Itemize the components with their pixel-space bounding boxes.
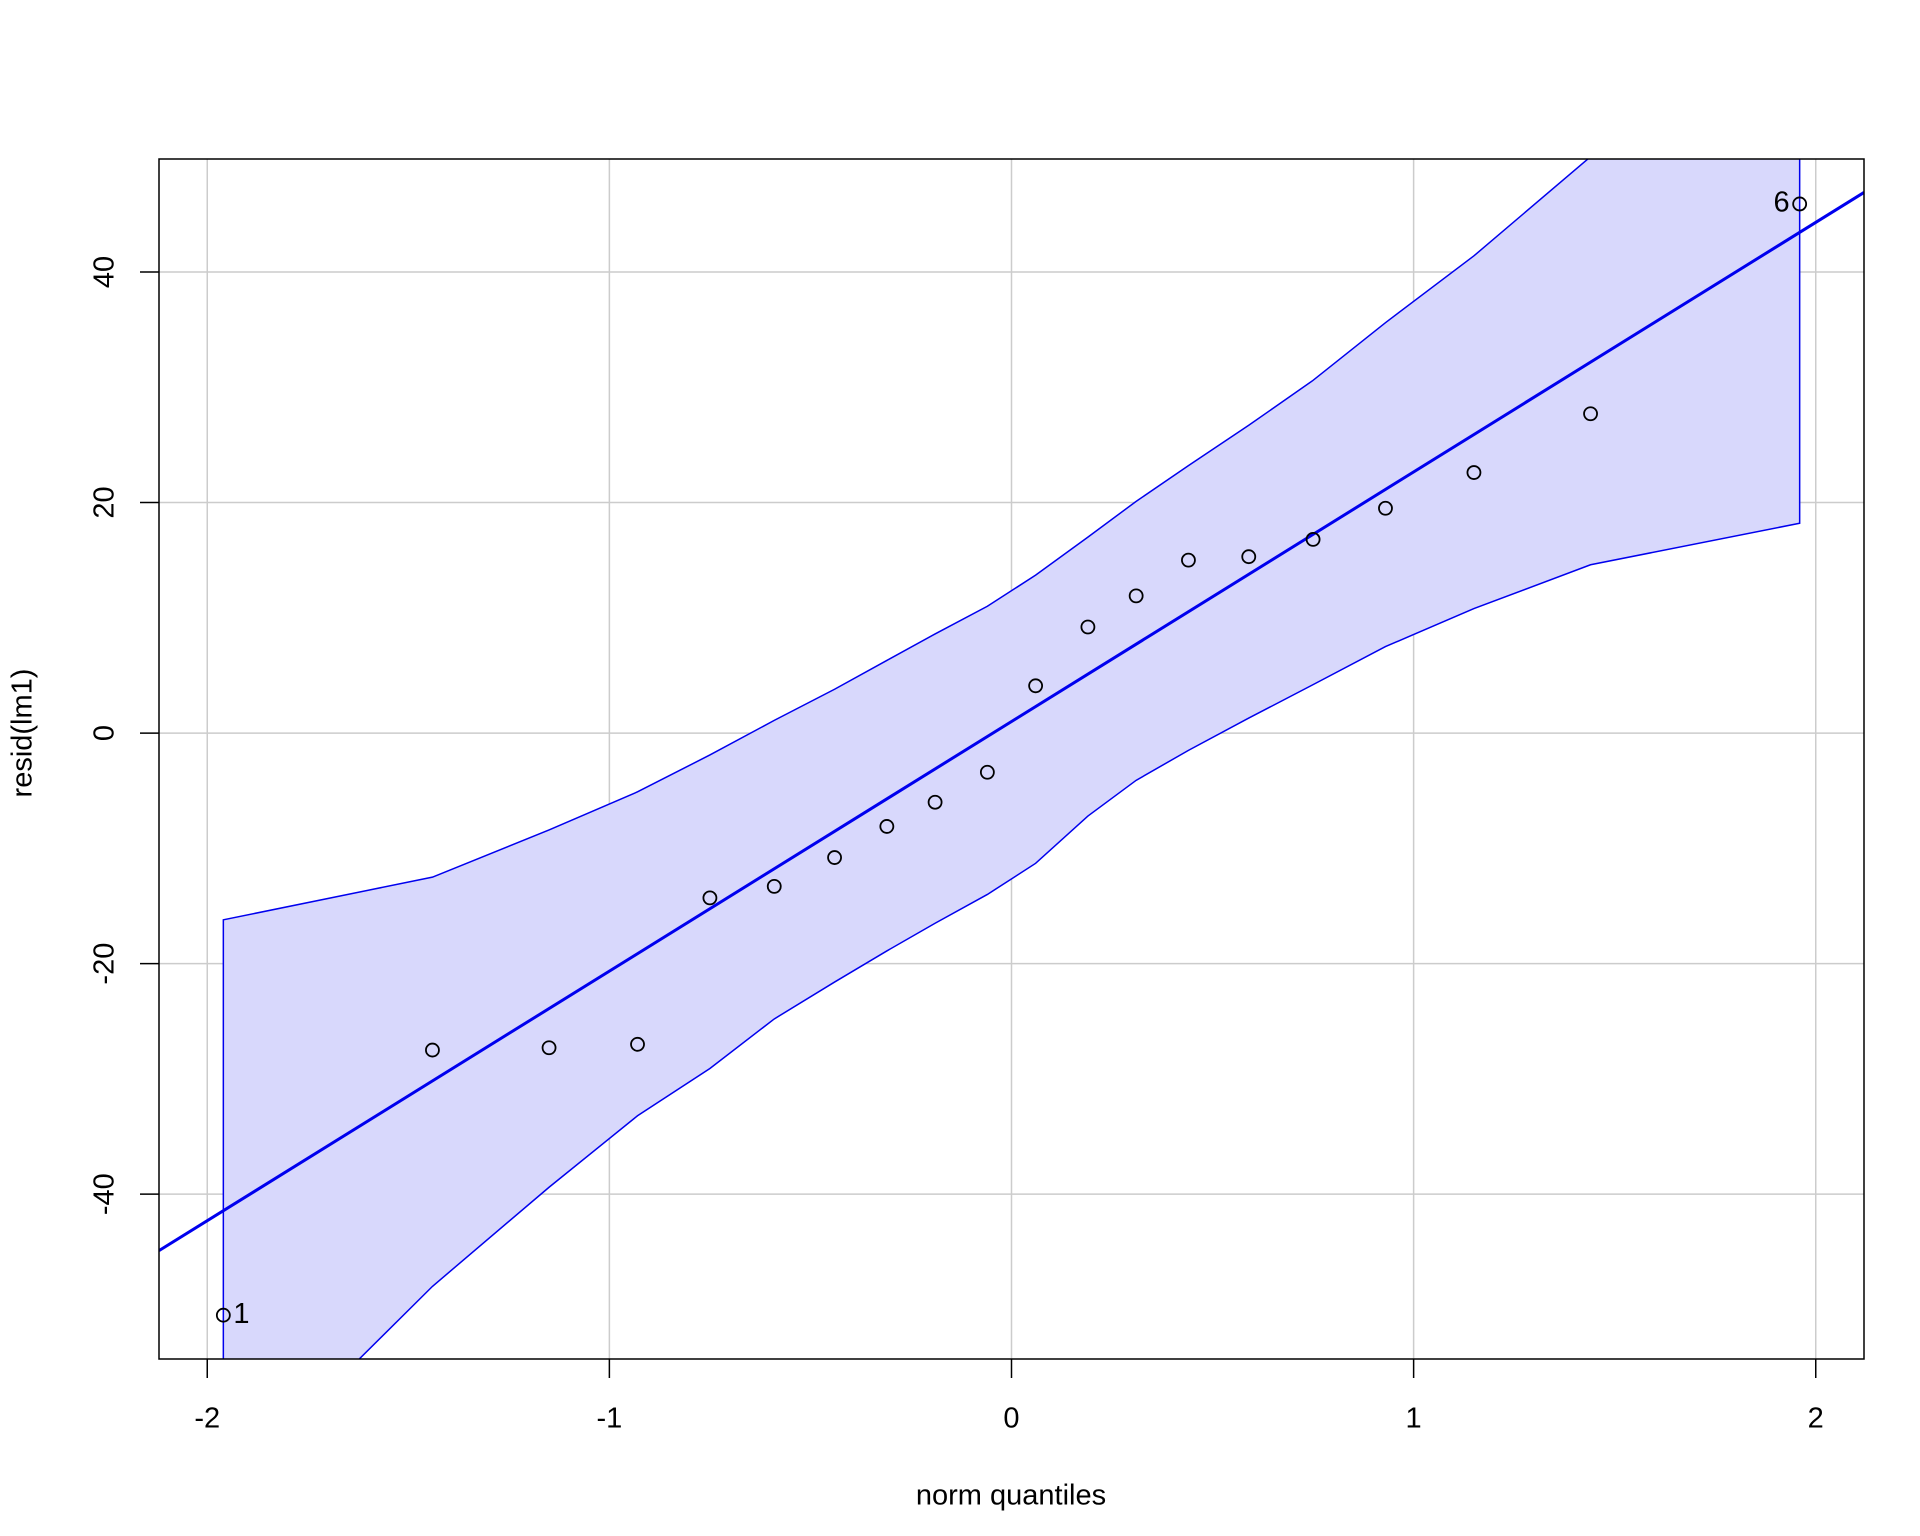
point — [630, 1036, 645, 1052]
y-tick-label: 20 — [89, 486, 121, 518]
point-label: 1 — [233, 1298, 249, 1330]
point — [1028, 678, 1044, 694]
x-tick-label: -2 — [194, 1403, 220, 1435]
point — [1128, 588, 1144, 604]
point — [425, 1042, 440, 1058]
x-tick-label: -1 — [596, 1403, 622, 1435]
x-tick-label: 0 — [1003, 1403, 1019, 1435]
point — [1305, 532, 1321, 547]
plot-area: 16 — [159, 159, 1864, 1359]
x-axis-title: norm quantiles — [916, 1480, 1106, 1512]
y-tick-label: 0 — [89, 725, 121, 741]
point — [215, 1307, 231, 1323]
point — [1241, 549, 1257, 565]
point-label: 6 — [1774, 187, 1790, 219]
point — [1378, 500, 1393, 516]
y-tick-label: 40 — [89, 256, 121, 288]
point — [827, 850, 842, 865]
point — [766, 878, 782, 894]
point — [927, 794, 943, 810]
reference-line — [159, 191, 1864, 1252]
point — [702, 890, 718, 906]
x-tick-label: 2 — [1808, 1403, 1824, 1435]
point — [879, 819, 895, 834]
point — [1466, 465, 1482, 480]
point — [1583, 406, 1598, 422]
x-tick-label: 1 — [1406, 1403, 1422, 1435]
point — [1792, 196, 1808, 212]
axes: -2 -1 0 1 2 -40 -20 0 20 40 — [89, 256, 1824, 1435]
point — [979, 764, 995, 780]
confidence-envelope — [222, 159, 1801, 1359]
point — [541, 1040, 557, 1056]
y-tick-label: -20 — [89, 943, 121, 985]
y-tick-label: -40 — [89, 1173, 121, 1215]
y-axis-title: resid(lm1) — [7, 669, 39, 798]
point — [1181, 552, 1196, 568]
point — [1080, 619, 1096, 635]
